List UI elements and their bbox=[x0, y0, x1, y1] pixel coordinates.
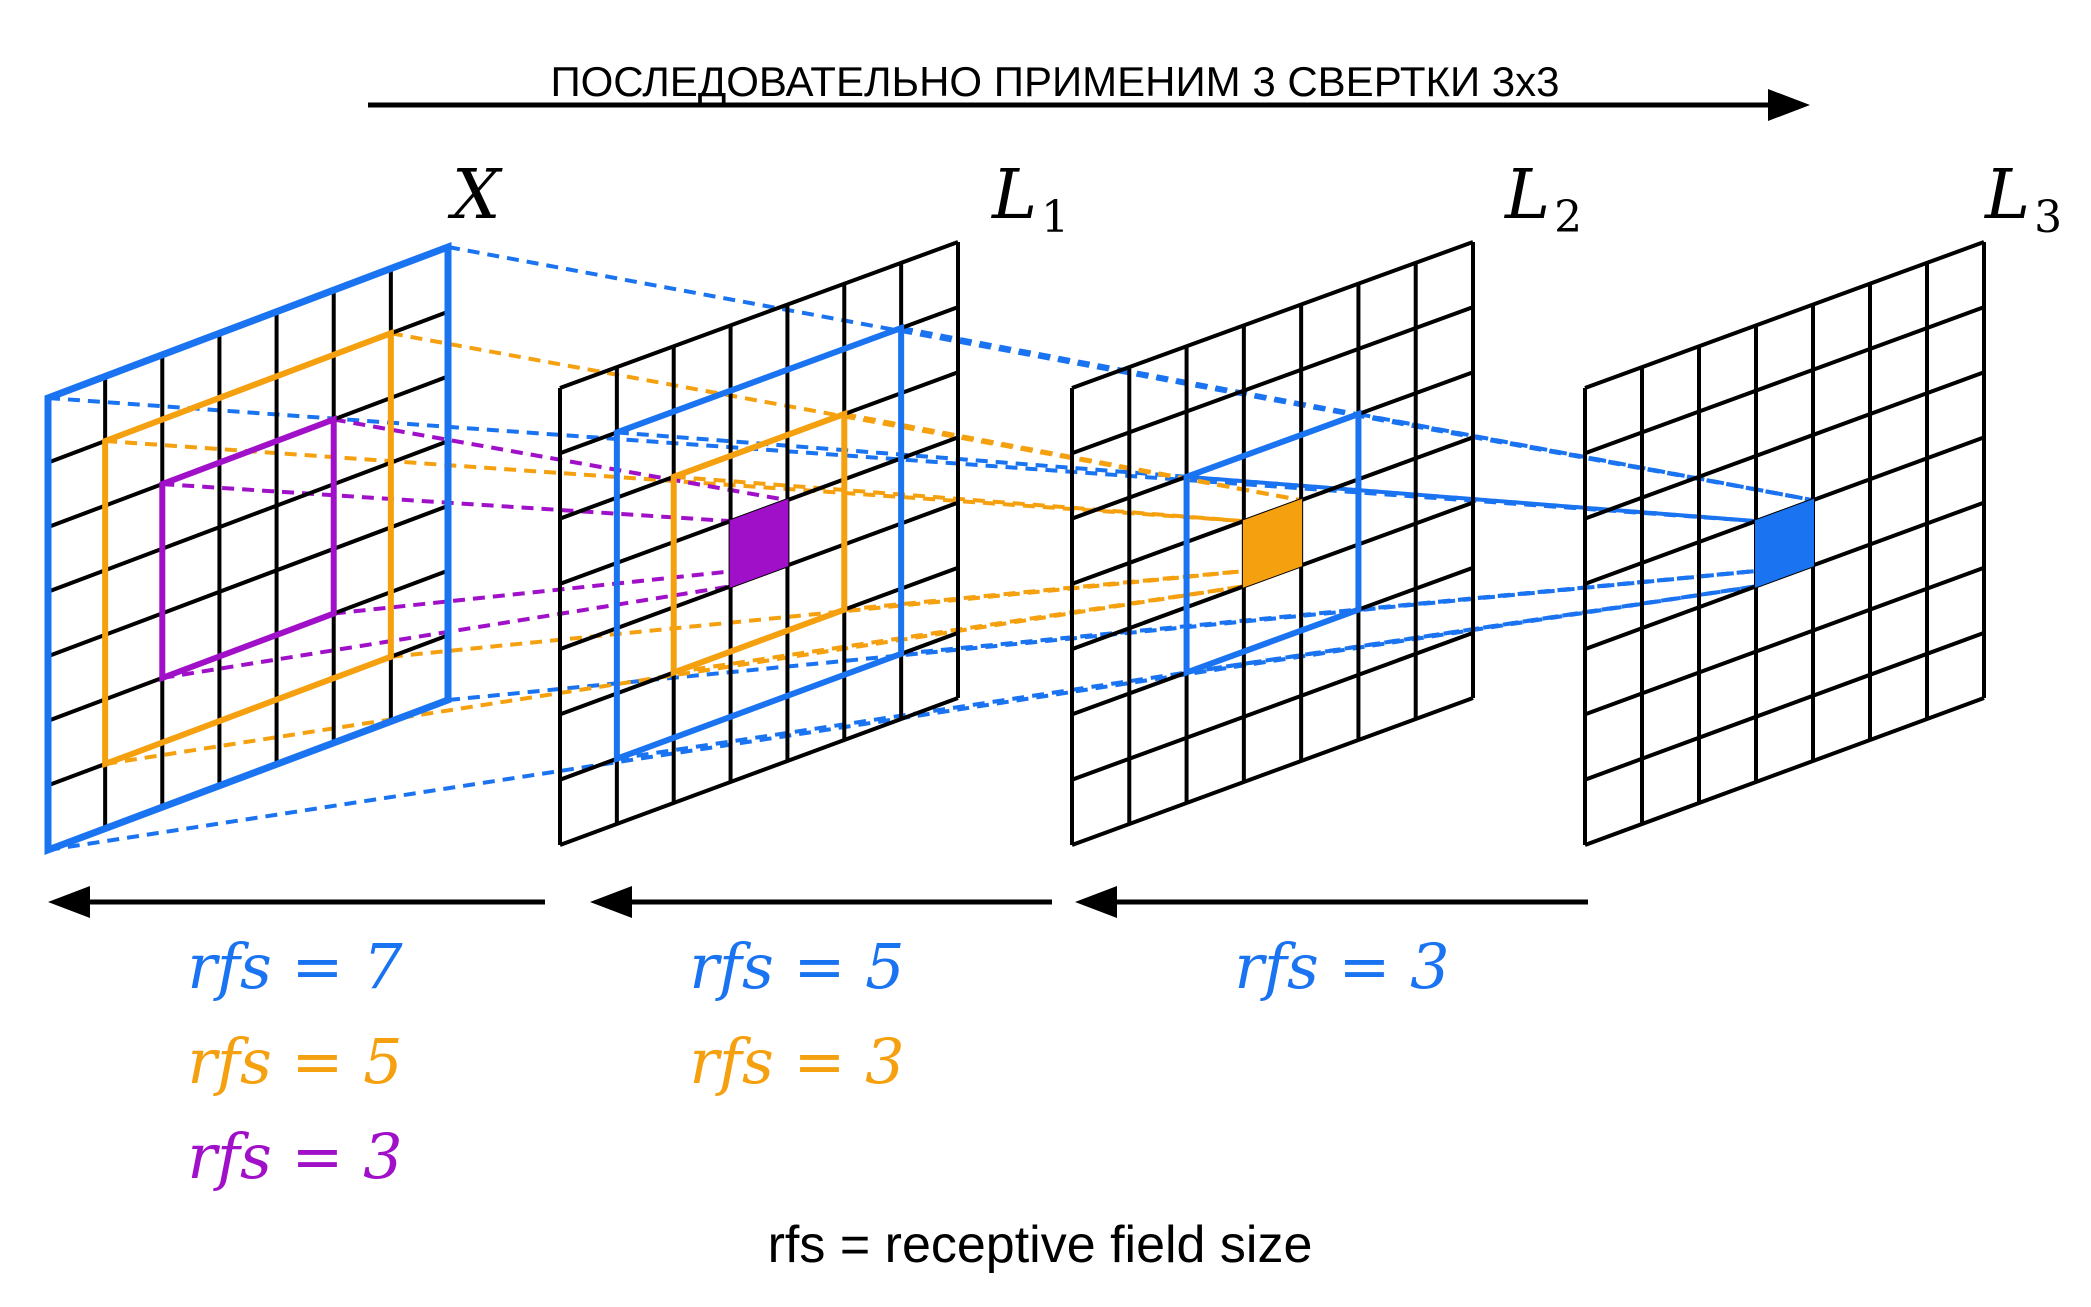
grid-line-h bbox=[559, 240, 959, 390]
cell-l1-purple bbox=[729, 498, 789, 588]
frame-x-purple bbox=[159, 415, 337, 683]
layer-label-l1: L1 bbox=[990, 156, 1069, 243]
receptive-frames bbox=[44, 241, 1814, 856]
layer-label-x: X bbox=[447, 156, 503, 235]
frame-l1-blue bbox=[613, 323, 905, 764]
frame-l2-blue bbox=[1183, 409, 1362, 677]
top-arrow-head bbox=[1768, 89, 1810, 121]
layer-label-l2-sub: 2 bbox=[1554, 192, 1582, 243]
layer-label-l2-main: L bbox=[1503, 156, 1550, 235]
grid-l3 bbox=[1583, 240, 1986, 847]
grid-line-h bbox=[1584, 565, 1985, 717]
grid-line-h bbox=[559, 696, 959, 847]
grid-line-h bbox=[1584, 370, 1985, 521]
rfs-x-orange: rfs = 5 bbox=[187, 1025, 402, 1098]
frame-x-orange bbox=[102, 328, 394, 769]
arrows bbox=[48, 89, 1810, 918]
rfs-arrow-x bbox=[48, 886, 545, 918]
top-arrow bbox=[368, 89, 1810, 121]
projection-lines bbox=[47, 245, 1814, 852]
cell-l3-blue bbox=[1755, 498, 1814, 588]
layer-label-l3-sub: 3 bbox=[2034, 192, 2062, 243]
rfs-arrow-l1 bbox=[590, 886, 1052, 918]
layer-grids bbox=[46, 240, 1986, 852]
rfs-arrow-l1-head bbox=[590, 886, 632, 918]
rfs-x-blue: rfs = 7 bbox=[187, 930, 403, 1003]
grid-line-h bbox=[1071, 240, 1474, 390]
frame-l1-orange bbox=[670, 409, 848, 677]
layer-label-l3: L3 bbox=[1983, 156, 2062, 243]
proj-orange-l1-l2-1 bbox=[843, 412, 1302, 503]
grid-line-h bbox=[1071, 305, 1474, 456]
grid-line-h bbox=[1071, 696, 1474, 847]
proj-blue-x-l3-1 bbox=[447, 245, 1814, 503]
footer-legend: rfs = receptive field size bbox=[768, 1216, 1313, 1274]
grid-line-h bbox=[1071, 630, 1474, 782]
grid-line-h bbox=[1584, 630, 1985, 782]
rfs-x-purple: rfs = 3 bbox=[187, 1120, 402, 1193]
cell-l2-orange bbox=[1242, 498, 1303, 588]
layer-label-x-main: X bbox=[447, 156, 503, 235]
grid-line-h bbox=[1584, 305, 1985, 456]
header-title: ПОСЛЕДОВАТЕЛЬНО ПРИМЕНИМ 3 СВЕРТКИ 3x3 bbox=[550, 58, 1559, 105]
rfs-l2-blue: rfs = 3 bbox=[1234, 930, 1449, 1003]
grid-line-h bbox=[47, 439, 449, 594]
grid-line-h bbox=[1584, 240, 1985, 390]
rfs-arrow-l2-head bbox=[1075, 886, 1117, 918]
frame-x-blue bbox=[44, 241, 452, 856]
grid-line-h bbox=[47, 503, 449, 659]
rfs-l1-orange: rfs = 3 bbox=[689, 1025, 904, 1098]
layer-label-l3-main: L bbox=[1983, 156, 2030, 235]
rfs-arrow-x-head bbox=[48, 886, 90, 918]
rfs-arrow-l2 bbox=[1075, 886, 1588, 918]
layer-label-l2: L2 bbox=[1503, 156, 1582, 243]
rfs-l1-blue: rfs = 5 bbox=[689, 930, 904, 1003]
layer-label-l1-sub: 1 bbox=[1041, 192, 1069, 243]
grid-line-h bbox=[1584, 696, 1985, 847]
layer-label-l1-main: L bbox=[990, 156, 1037, 235]
